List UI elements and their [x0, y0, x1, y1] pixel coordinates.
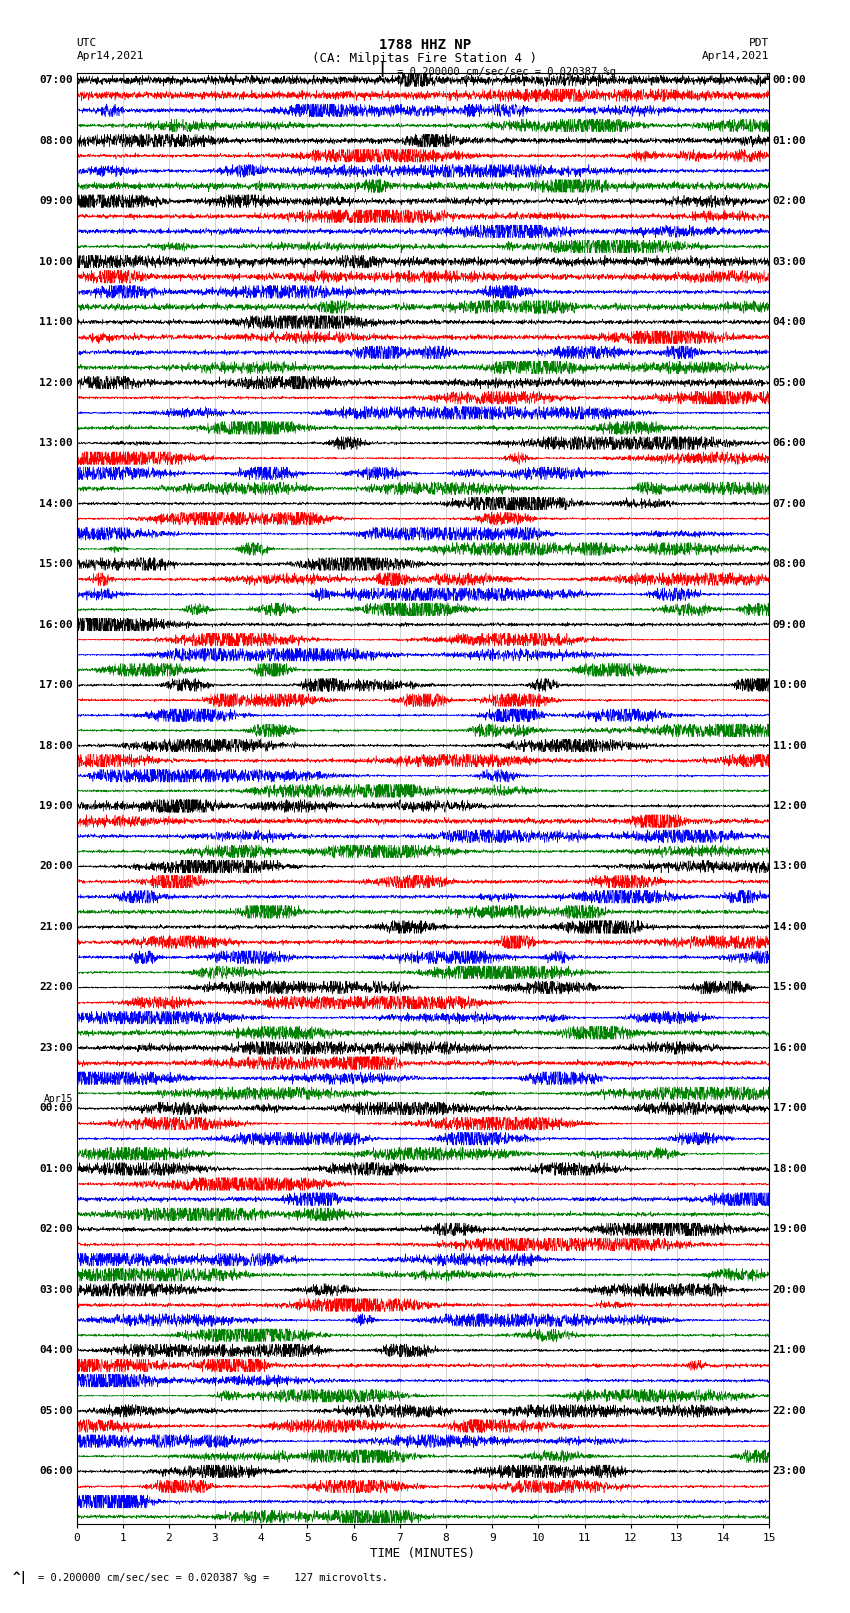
- Text: = 0.200000 cm/sec/sec = 0.020387 %g: = 0.200000 cm/sec/sec = 0.020387 %g: [391, 68, 616, 77]
- Text: 11:00: 11:00: [39, 318, 73, 327]
- Text: 21:00: 21:00: [39, 923, 73, 932]
- Text: 20:00: 20:00: [773, 1286, 807, 1295]
- Text: 02:00: 02:00: [39, 1224, 73, 1234]
- Text: 14:00: 14:00: [39, 498, 73, 508]
- Text: 14:00: 14:00: [773, 923, 807, 932]
- Text: 12:00: 12:00: [39, 377, 73, 387]
- Text: Apr14,2021: Apr14,2021: [76, 52, 144, 61]
- Text: Apr15: Apr15: [43, 1094, 73, 1105]
- Text: 01:00: 01:00: [773, 135, 807, 145]
- Text: 06:00: 06:00: [39, 1466, 73, 1476]
- Text: 10:00: 10:00: [39, 256, 73, 266]
- Text: 17:00: 17:00: [39, 681, 73, 690]
- X-axis label: TIME (MINUTES): TIME (MINUTES): [371, 1547, 475, 1560]
- Text: 04:00: 04:00: [773, 318, 807, 327]
- Text: 18:00: 18:00: [773, 1165, 807, 1174]
- Text: 00:00: 00:00: [773, 76, 807, 85]
- Text: UTC: UTC: [76, 39, 97, 48]
- Text: 15:00: 15:00: [39, 560, 73, 569]
- Text: 1788 HHZ NP: 1788 HHZ NP: [379, 37, 471, 52]
- Text: 20:00: 20:00: [39, 861, 73, 871]
- Text: 07:00: 07:00: [39, 76, 73, 85]
- Text: 10:00: 10:00: [773, 681, 807, 690]
- Text: 01:00: 01:00: [39, 1165, 73, 1174]
- Text: 05:00: 05:00: [39, 1407, 73, 1416]
- Text: 09:00: 09:00: [39, 197, 73, 206]
- Text: 04:00: 04:00: [39, 1345, 73, 1355]
- Text: PDT: PDT: [749, 39, 769, 48]
- Text: |: |: [377, 61, 387, 77]
- Text: (CA: Milpitas Fire Station 4 ): (CA: Milpitas Fire Station 4 ): [313, 52, 537, 65]
- Text: 22:00: 22:00: [773, 1407, 807, 1416]
- Text: 16:00: 16:00: [773, 1044, 807, 1053]
- Text: 11:00: 11:00: [773, 740, 807, 750]
- Text: 02:00: 02:00: [773, 197, 807, 206]
- Text: 15:00: 15:00: [773, 982, 807, 992]
- Text: 12:00: 12:00: [773, 802, 807, 811]
- Text: 18:00: 18:00: [39, 740, 73, 750]
- Text: Apr14,2021: Apr14,2021: [702, 52, 769, 61]
- Text: 22:00: 22:00: [39, 982, 73, 992]
- Text: 13:00: 13:00: [773, 861, 807, 871]
- Text: 07:00: 07:00: [773, 498, 807, 508]
- Text: 17:00: 17:00: [773, 1103, 807, 1113]
- Text: 06:00: 06:00: [773, 439, 807, 448]
- Text: ^|: ^|: [13, 1571, 28, 1584]
- Text: 03:00: 03:00: [773, 256, 807, 266]
- Text: 08:00: 08:00: [39, 135, 73, 145]
- Text: 09:00: 09:00: [773, 619, 807, 629]
- Text: 05:00: 05:00: [773, 377, 807, 387]
- Text: = 0.200000 cm/sec/sec = 0.020387 %g =    127 microvolts.: = 0.200000 cm/sec/sec = 0.020387 %g = 12…: [38, 1573, 388, 1582]
- Text: 03:00: 03:00: [39, 1286, 73, 1295]
- Text: 16:00: 16:00: [39, 619, 73, 629]
- Text: 21:00: 21:00: [773, 1345, 807, 1355]
- Text: 23:00: 23:00: [773, 1466, 807, 1476]
- Text: 19:00: 19:00: [773, 1224, 807, 1234]
- Text: 08:00: 08:00: [773, 560, 807, 569]
- Text: 19:00: 19:00: [39, 802, 73, 811]
- Text: 13:00: 13:00: [39, 439, 73, 448]
- Text: 00:00: 00:00: [39, 1103, 73, 1113]
- Text: 23:00: 23:00: [39, 1044, 73, 1053]
